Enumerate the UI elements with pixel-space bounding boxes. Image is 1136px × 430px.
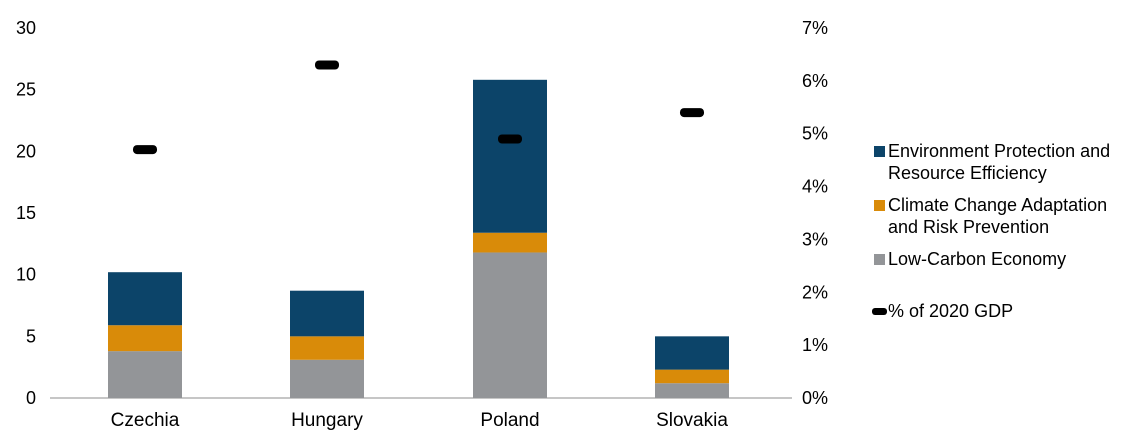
right-tick-label: 3% <box>802 229 828 249</box>
right-tick-label: 7% <box>802 18 828 38</box>
right-tick-label: 5% <box>802 124 828 144</box>
legend-swatch <box>874 146 885 157</box>
left-tick-label: 10 <box>16 265 36 285</box>
left-axis-tick-labels: 0 5 10 15 20 25 30 <box>16 18 36 408</box>
bar-segment <box>655 383 729 398</box>
right-axis-tick-labels: 0% 1% 2% 3% 4% 5% 6% 7% <box>802 18 828 408</box>
legend-label: and Risk Prevention <box>888 217 1050 237</box>
legend-swatch <box>874 200 885 211</box>
legend-marker-swatch <box>872 308 887 315</box>
gdp-marker <box>680 108 704 118</box>
legend-swatch <box>874 254 885 265</box>
legend-label: Resource Efficiency <box>888 163 1047 183</box>
bar-segment <box>108 272 182 326</box>
stacked-bar-chart: 0 5 10 15 20 25 30 0% 1% 2% 3% 4% 5% 6% … <box>16 18 828 430</box>
bar-segment <box>473 232 547 253</box>
gdp-marker <box>498 134 522 144</box>
gdp-marker <box>315 60 339 70</box>
right-tick-label: 2% <box>802 282 828 302</box>
category-label: Hungary <box>291 410 363 430</box>
bar-segments <box>108 79 729 398</box>
bar-segment <box>108 351 182 398</box>
category-labels: Czechia Hungary Poland Slovakia <box>111 410 729 430</box>
legend-item-climate-adaptation: Climate Change Adaptation and Risk Preve… <box>872 194 1134 238</box>
legend-label: Environment Protection and <box>888 141 1111 161</box>
left-tick-label: 15 <box>16 203 36 223</box>
category-label: Poland <box>480 410 539 430</box>
right-tick-label: 1% <box>802 335 828 355</box>
bar-segment <box>290 290 364 337</box>
bar-segment <box>290 359 364 398</box>
left-tick-label: 30 <box>16 18 36 38</box>
right-tick-label: 4% <box>802 177 828 197</box>
legend-label: % of 2020 GDP <box>888 301 1014 321</box>
left-tick-label: 20 <box>16 141 36 161</box>
chart-legend: Environment Protection and Resource Effi… <box>872 140 1134 322</box>
bar-segment <box>473 79 547 233</box>
bar-segment <box>473 252 547 398</box>
bar-segment <box>655 369 729 384</box>
bar-segment <box>108 325 182 352</box>
right-tick-label: 6% <box>802 71 828 91</box>
legend-label: Low-Carbon Economy <box>888 249 1067 269</box>
legend-item-low-carbon: Low-Carbon Economy <box>872 248 1134 270</box>
gdp-marker <box>133 145 157 155</box>
legend-label: Climate Change Adaptation <box>888 195 1108 215</box>
left-tick-label: 0 <box>26 388 36 408</box>
category-label: Slovakia <box>656 410 728 430</box>
category-label: Czechia <box>111 410 180 430</box>
bar-segment <box>290 336 364 360</box>
legend-item-gdp-share: % of 2020 GDP <box>872 300 1134 322</box>
left-tick-label: 25 <box>16 80 36 100</box>
left-tick-label: 5 <box>26 326 36 346</box>
legend-item-environment-protection: Environment Protection and Resource Effi… <box>872 140 1134 184</box>
gdp-markers <box>133 60 704 155</box>
right-tick-label: 0% <box>802 388 828 408</box>
bar-segment <box>655 336 729 370</box>
